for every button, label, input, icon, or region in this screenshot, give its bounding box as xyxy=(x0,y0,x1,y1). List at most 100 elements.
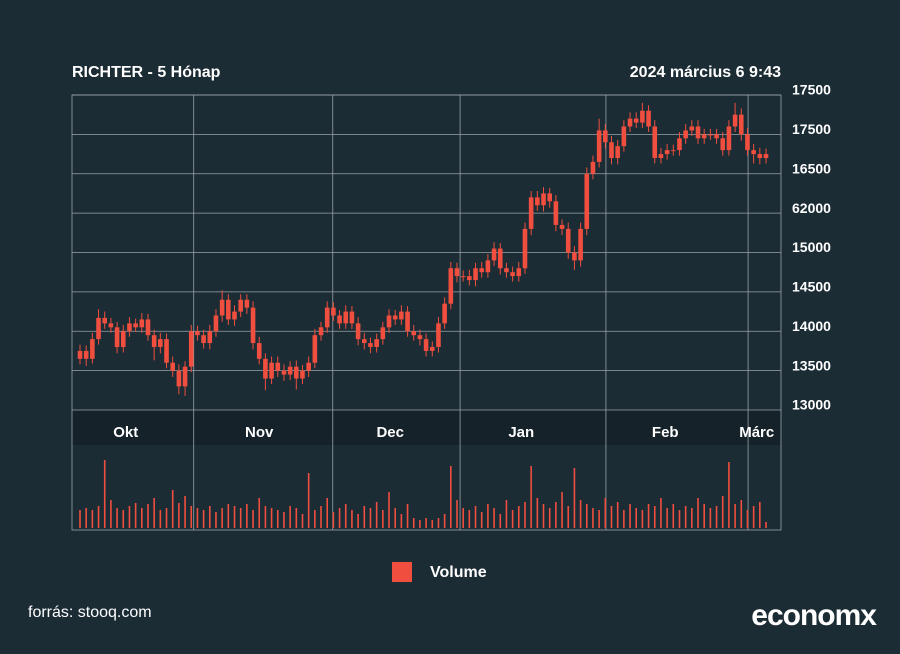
candle-body xyxy=(442,303,447,324)
candle-body xyxy=(547,193,552,202)
candle-body xyxy=(318,327,324,336)
candle-body xyxy=(596,130,602,162)
candle-body xyxy=(108,323,114,328)
y-tick-label: 16500 xyxy=(792,160,831,176)
chart-title: RICHTER - 5 Hónap xyxy=(72,64,221,81)
volume-bar xyxy=(740,500,743,528)
volume-bar xyxy=(561,492,563,528)
volume-bar xyxy=(295,508,298,528)
candle-body xyxy=(726,126,732,151)
candle-body xyxy=(90,339,95,359)
volume-bar xyxy=(190,506,193,528)
volume-bar xyxy=(141,508,143,528)
volume-bar xyxy=(307,473,310,528)
legend-swatch xyxy=(392,562,412,582)
volume-bar xyxy=(382,510,384,528)
candle-body xyxy=(337,315,342,324)
candle-body xyxy=(572,252,577,261)
candle-body xyxy=(689,126,695,131)
candle-body xyxy=(670,150,676,152)
candle-body xyxy=(677,138,682,151)
candle-body xyxy=(664,150,670,155)
y-tick-label: 13000 xyxy=(792,397,831,413)
volume-bar xyxy=(351,510,353,528)
volume-bar xyxy=(728,462,730,528)
candle-body xyxy=(312,335,318,363)
volume-bar xyxy=(184,496,186,528)
volume-bar xyxy=(691,508,693,528)
volume-bar xyxy=(110,500,112,528)
volume-bar xyxy=(147,504,149,528)
candle-body xyxy=(127,323,132,332)
candle-body xyxy=(294,366,299,379)
candle-body xyxy=(275,362,281,371)
candle-body xyxy=(701,134,707,139)
volume-bar xyxy=(171,490,174,528)
candle-body xyxy=(158,339,163,347)
candle-body xyxy=(751,150,756,155)
y-tick-label: 17500 xyxy=(792,82,831,98)
volume-bar xyxy=(406,504,409,528)
volume-bar xyxy=(585,504,588,528)
candle-body xyxy=(374,339,379,347)
volume-bar xyxy=(264,506,267,528)
volume-bar xyxy=(375,502,378,528)
volume-bar xyxy=(357,514,359,528)
candle-body xyxy=(213,315,219,332)
x-tick-label: Nov xyxy=(245,424,274,441)
volume-bar xyxy=(134,503,137,528)
candle-body xyxy=(429,347,435,351)
candle-body xyxy=(139,319,145,328)
volume-bar xyxy=(252,510,254,528)
volume-bar xyxy=(301,514,304,528)
volume-bar xyxy=(289,506,291,528)
volume-bar xyxy=(394,508,396,528)
volume-bar xyxy=(765,522,767,528)
candle-body xyxy=(102,317,108,324)
candle-body xyxy=(114,327,120,347)
candle-body xyxy=(232,311,237,320)
candle-body xyxy=(250,307,256,344)
volume-bar xyxy=(721,496,724,528)
volume-bar xyxy=(672,504,675,528)
volume-bar xyxy=(468,510,471,528)
volume-bar xyxy=(709,508,712,528)
candle-body xyxy=(361,339,367,344)
x-tick-label: Okt xyxy=(113,424,138,441)
candle-body xyxy=(708,134,713,136)
candle-body xyxy=(164,339,169,363)
brand-logo: economx xyxy=(751,599,877,632)
candle-body xyxy=(423,339,429,351)
candle-body xyxy=(720,138,726,151)
volume-bar xyxy=(412,518,415,528)
volume-bar xyxy=(536,498,539,528)
candle-body xyxy=(77,350,83,359)
candle-body xyxy=(621,126,627,147)
candle-body xyxy=(256,343,262,359)
volume-bar xyxy=(530,466,532,528)
volume-bar xyxy=(450,466,452,528)
volume-bar xyxy=(703,504,705,528)
candle-body xyxy=(133,323,138,328)
candle-body xyxy=(646,110,651,127)
candle-body xyxy=(417,335,423,340)
volume-bar xyxy=(122,510,125,528)
candle-body xyxy=(535,197,540,206)
candle-body xyxy=(306,362,311,371)
volume-bar xyxy=(629,504,631,528)
volume-bar xyxy=(678,510,681,528)
candle-body xyxy=(652,126,658,158)
volume-bar xyxy=(752,506,755,528)
volume-bar xyxy=(233,506,236,528)
candle-body xyxy=(738,114,744,135)
volume-bar xyxy=(462,508,464,528)
volume-bar xyxy=(598,510,600,528)
volume-bar xyxy=(542,504,545,528)
candle-body xyxy=(263,358,268,379)
volume-bar xyxy=(91,510,94,528)
volume-bar xyxy=(660,498,662,528)
volume-bar xyxy=(344,504,347,528)
candle-body xyxy=(732,114,738,127)
candle-body xyxy=(683,130,688,139)
volume-bar xyxy=(283,512,285,528)
